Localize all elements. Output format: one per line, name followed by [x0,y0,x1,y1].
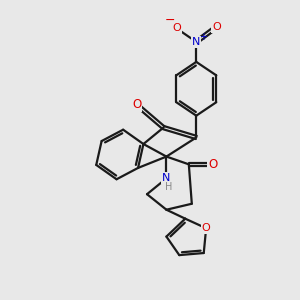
Text: H: H [165,182,172,192]
Text: O: O [132,98,141,111]
Text: N: N [162,173,171,183]
Text: N: N [192,37,200,47]
Text: O: O [212,22,221,32]
Text: O: O [202,223,211,233]
Text: +: + [199,32,207,41]
Text: −: − [164,14,175,27]
Text: O: O [172,23,181,33]
Text: O: O [208,158,217,171]
